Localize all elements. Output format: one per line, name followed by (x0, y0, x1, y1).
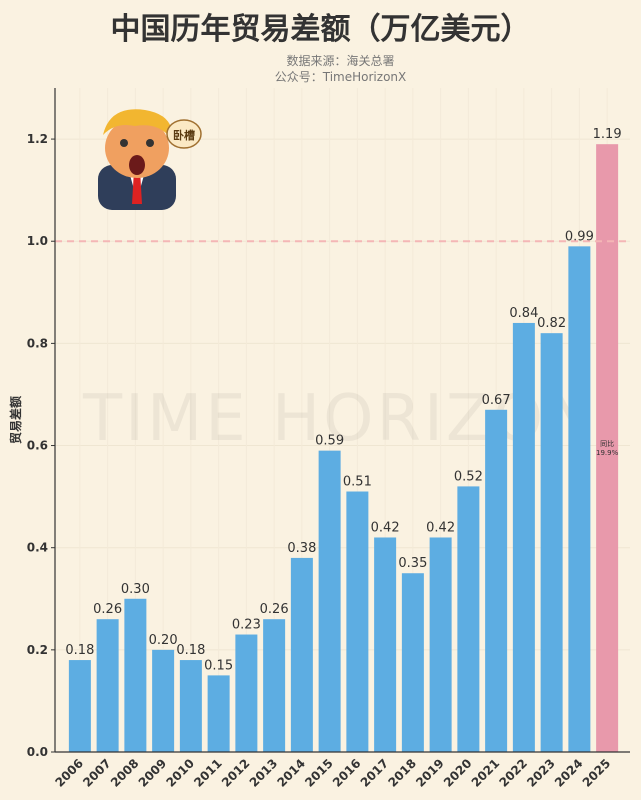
data-label-2017: 0.42 (371, 520, 400, 535)
x-tick-label: 2011 (191, 756, 225, 790)
data-label-2008: 0.30 (121, 582, 150, 597)
data-label-2006: 0.18 (65, 643, 94, 658)
data-label-2016: 0.51 (343, 475, 372, 490)
y-tick-label: 0.4 (27, 541, 48, 555)
x-tick-label: 2017 (358, 756, 392, 790)
chart-title: 中国历年贸易差额（万亿美元） (110, 12, 531, 47)
bar-2006 (68, 660, 91, 752)
data-label-2009: 0.20 (149, 633, 178, 648)
data-label-2022: 0.84 (509, 306, 538, 321)
figure-hair (103, 109, 173, 140)
x-tick-label: 2013 (247, 756, 281, 790)
data-label-2025: 1.19 (593, 127, 622, 142)
x-tick-label: 2012 (219, 756, 253, 790)
y-tick-label: 0.0 (27, 745, 48, 759)
x-tick-label: 2021 (469, 756, 503, 790)
bar-2010 (179, 660, 202, 752)
bar-2022 (512, 322, 535, 752)
bar-2024 (568, 246, 591, 753)
y-tick-label: 0.2 (27, 643, 48, 657)
bar-2011 (207, 675, 230, 752)
x-tick-label: 2006 (52, 756, 86, 790)
watermark: TIME HORIZON (82, 382, 597, 456)
bar-2021 (485, 409, 508, 752)
x-tick-label: 2023 (524, 756, 558, 790)
bar-2019 (429, 537, 452, 752)
chart-source: 数据来源：海关总署 (286, 54, 395, 68)
figure-tie (132, 170, 142, 204)
figure-eye (146, 139, 154, 147)
data-label-2021: 0.67 (482, 393, 511, 408)
bar-2018 (401, 573, 424, 752)
x-tick-label: 2016 (330, 756, 364, 790)
y-tick-label: 0.8 (27, 336, 48, 350)
x-tick-label: 2007 (80, 756, 114, 790)
x-tick-label: 2025 (580, 756, 614, 790)
cartoon-figure-image: 卧槽 (98, 109, 202, 210)
bar-2020 (457, 486, 480, 752)
figure-face (105, 118, 169, 178)
figure-eye (120, 139, 128, 147)
data-label-2014: 0.38 (287, 541, 316, 556)
y-axis-label: 贸易差额 (8, 396, 23, 444)
bar-2016 (346, 491, 369, 752)
bar-2013 (263, 619, 286, 752)
data-label-2018: 0.35 (398, 556, 427, 571)
data-label-2013: 0.26 (260, 602, 289, 617)
x-tick-label: 2020 (441, 756, 475, 790)
bar-2015 (318, 450, 341, 752)
bar-2023 (540, 333, 563, 752)
bar-2014 (290, 557, 313, 752)
figure-mouth (129, 155, 145, 175)
data-label-2019: 0.42 (426, 520, 455, 535)
bar-2008 (124, 598, 147, 752)
data-label-2015: 0.59 (315, 434, 344, 449)
data-label-2020: 0.52 (454, 469, 483, 484)
chart-account: 公众号：TimeHorizonX (274, 70, 407, 84)
speech-bubble (166, 119, 202, 149)
data-label-2023: 0.82 (537, 316, 566, 331)
data-label-2011: 0.15 (204, 658, 233, 673)
x-tick-label: 2019 (413, 756, 447, 790)
x-tick-label: 2018 (385, 756, 419, 790)
bar-2007 (96, 619, 119, 752)
bar-annotation: 同比 (600, 439, 614, 448)
bar-annotation: 19.9% (596, 449, 619, 457)
x-tick-label: 2009 (136, 756, 170, 790)
speech-bubble-text: 卧槽 (173, 128, 195, 142)
bar-2017 (374, 537, 397, 752)
bar-2012 (235, 634, 258, 752)
y-tick-label: 0.6 (27, 439, 48, 453)
y-tick-label: 1.2 (27, 132, 48, 146)
data-label-2007: 0.26 (93, 602, 122, 617)
x-tick-label: 2014 (274, 756, 308, 790)
data-label-2010: 0.18 (176, 643, 205, 658)
bar-2025 (596, 144, 619, 752)
bar-2009 (152, 649, 175, 752)
data-label-2012: 0.23 (232, 618, 261, 633)
x-tick-label: 2022 (496, 756, 530, 790)
x-tick-label: 2015 (302, 756, 336, 790)
x-tick-label: 2008 (108, 756, 142, 790)
y-tick-label: 1.0 (27, 234, 48, 248)
x-tick-label: 2010 (163, 756, 197, 790)
x-tick-label: 2024 (552, 756, 586, 790)
